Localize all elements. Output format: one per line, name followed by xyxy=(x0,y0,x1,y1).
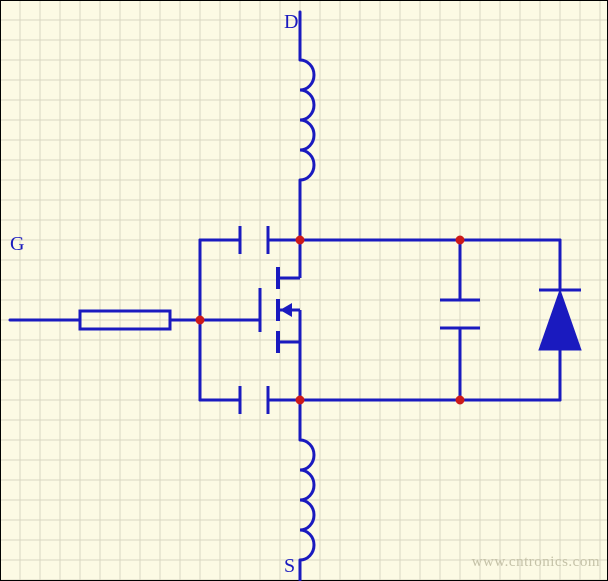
label-D: D xyxy=(284,11,298,33)
junction-n2 xyxy=(296,396,304,404)
label-S: S xyxy=(284,555,295,577)
junction-r_bot xyxy=(456,396,464,404)
label-G: G xyxy=(10,233,24,255)
schematic-canvas: DGS www.cntronics.com xyxy=(0,0,608,581)
junction-n1 xyxy=(296,236,304,244)
junction-g_node xyxy=(196,316,204,324)
junction-r_top xyxy=(456,236,464,244)
schematic-svg: D G S xyxy=(0,0,608,581)
